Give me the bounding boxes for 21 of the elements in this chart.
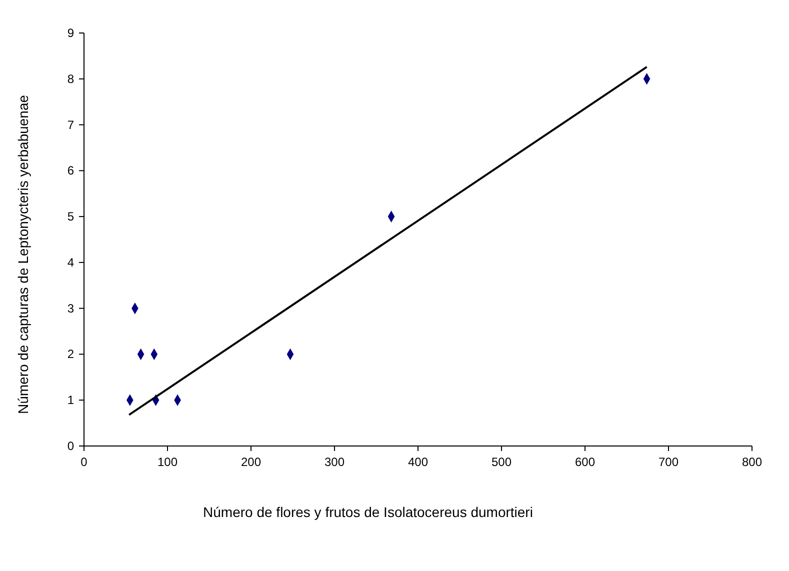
y-tick-label: 0 — [67, 439, 74, 453]
y-tick-label: 2 — [67, 347, 74, 362]
x-tick-label: 100 — [157, 455, 178, 469]
x-tick-label: 600 — [574, 455, 596, 469]
x-tick-label: 300 — [324, 455, 345, 469]
x-tick-label: 400 — [408, 455, 428, 469]
x-tick-label: 200 — [240, 455, 262, 469]
x-tick-label: 700 — [658, 455, 679, 469]
y-tick-label: 9 — [67, 26, 74, 40]
y-tick-label: 7 — [67, 118, 74, 132]
y-tick-label: 4 — [67, 255, 74, 270]
x-tick-label: 500 — [491, 455, 512, 469]
y-axis-title: Número de capturas de Leptonycteris yerbabuenae — [15, 94, 31, 414]
x-tick-label: 800 — [742, 455, 762, 469]
x-tick-label: 0 — [80, 455, 88, 469]
y-tick-label: 6 — [67, 164, 74, 178]
y-tick-label: 8 — [67, 72, 74, 86]
x-axis-title: Número de flores y frutos de Isolatocereus dumortieri — [203, 504, 533, 520]
y-tick-label: 1 — [67, 393, 74, 408]
y-tick-label: 5 — [67, 210, 74, 224]
y-tick-label: 3 — [67, 301, 74, 316]
